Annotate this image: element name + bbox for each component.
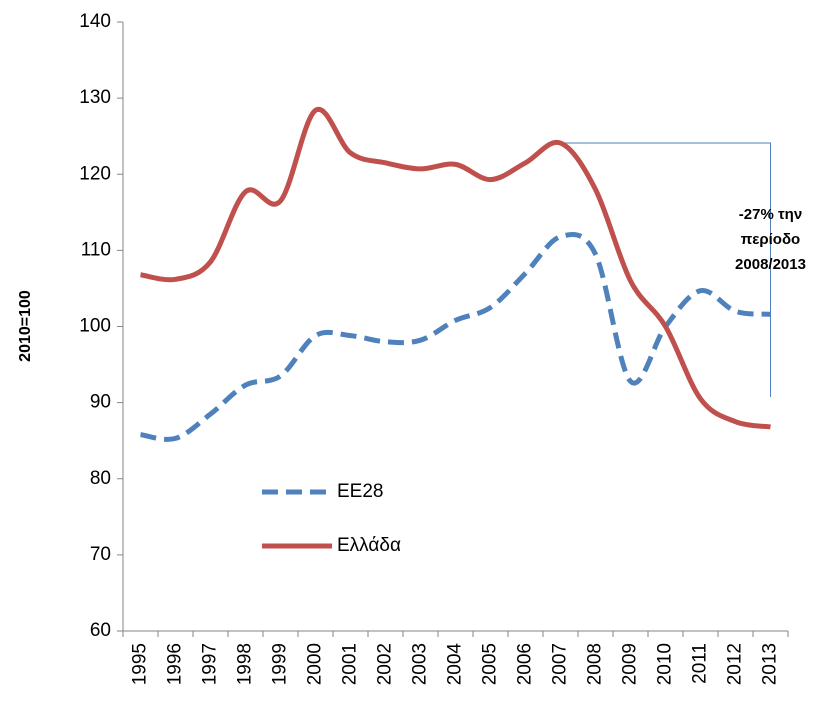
y-tick-label: 80 — [90, 468, 111, 489]
annotation-text: περίοδο — [741, 231, 800, 248]
x-tick-label: 2002 — [375, 643, 396, 685]
y-tick-label: 100 — [79, 316, 111, 337]
series-line — [140, 231, 771, 442]
x-tick-label: 2010 — [655, 643, 676, 685]
y-tick-label: 140 — [79, 11, 111, 32]
x-tick-label: 2007 — [550, 643, 571, 685]
x-tick-label: 1999 — [270, 643, 291, 685]
annotation-text: -27% την — [739, 206, 802, 223]
x-tick-label: 2012 — [725, 643, 746, 685]
x-tick-label: 2009 — [620, 643, 641, 685]
y-tick-label: 60 — [90, 620, 111, 641]
x-tick-label: 2005 — [480, 643, 501, 685]
x-tick-label: 2000 — [305, 643, 326, 685]
y-tick-label: 130 — [79, 87, 111, 108]
x-tick-label: 1998 — [235, 643, 256, 685]
legend-label: ΕΕ28 — [337, 481, 383, 502]
x-tick-label: 1996 — [165, 643, 186, 685]
y-tick-label: 120 — [79, 163, 111, 184]
x-tick-label: 2008 — [585, 643, 606, 685]
x-tick-label: 2004 — [445, 643, 466, 686]
annotation-text: 2008/2013 — [735, 256, 806, 273]
x-tick-label: 2003 — [410, 643, 431, 685]
series-line — [140, 106, 771, 430]
x-tick-label: 2011 — [690, 643, 711, 684]
legend-label: Ελλάδα — [337, 535, 401, 556]
x-tick-label: 2006 — [515, 643, 536, 685]
y-tick-label: 70 — [90, 544, 111, 565]
y-tick-label: 90 — [90, 392, 111, 413]
y-axis-label: 2010=100 — [17, 290, 34, 362]
y-tick-label: 110 — [81, 239, 111, 260]
x-tick-label: 2001 — [340, 643, 361, 685]
x-tick-label: 2013 — [760, 643, 781, 685]
x-tick-label: 1997 — [200, 643, 221, 685]
x-tick-label: 1995 — [130, 643, 151, 685]
